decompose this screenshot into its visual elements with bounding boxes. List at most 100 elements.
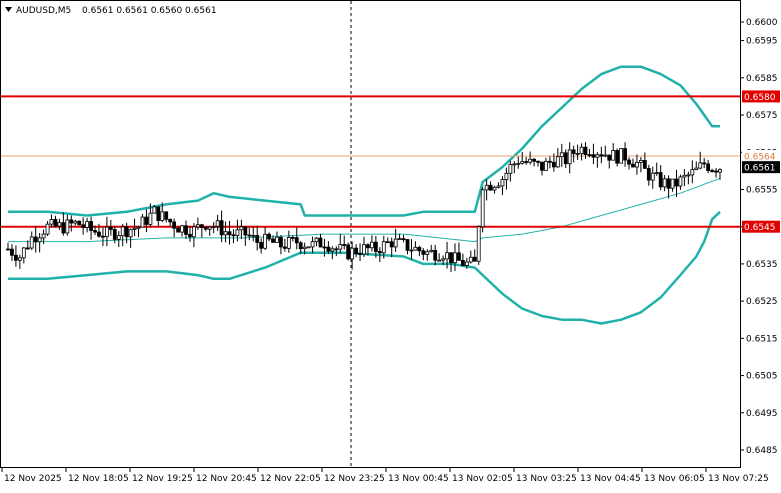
candle-body: [93, 230, 97, 233]
candle-body: [219, 220, 224, 236]
candle-body: [148, 212, 153, 225]
candle-body: [658, 172, 663, 188]
candle-body: [354, 247, 358, 254]
candle-body: [231, 234, 236, 237]
level-price-label-bg: [742, 90, 780, 103]
y-tick-label: 0.6495: [746, 409, 778, 419]
candle-body: [579, 146, 584, 154]
candle-body: [453, 252, 457, 264]
candle-body: [532, 158, 536, 162]
bollinger-upper-band: [8, 65, 720, 217]
candle-body: [235, 229, 240, 236]
candle-body: [567, 149, 572, 165]
candle-body: [595, 154, 600, 158]
candle-body: [259, 242, 264, 249]
candle-body: [239, 226, 244, 231]
candle-body: [346, 244, 351, 260]
candle-body: [508, 164, 513, 174]
candle-body: [136, 226, 141, 229]
candle-body: [160, 211, 165, 221]
candle-body: [373, 241, 378, 252]
candle-body: [152, 206, 157, 214]
candle-body: [563, 152, 568, 165]
candle-body: [540, 161, 544, 171]
x-tick-label: 13 Nov 06:05: [644, 474, 705, 484]
ohlc-values: 0.6561 0.6561 0.6560 0.6561: [82, 6, 217, 16]
candle-body: [571, 149, 576, 154]
candle-body: [358, 253, 362, 255]
x-tick-label: 12 Nov 19:25: [132, 474, 193, 484]
candle-body: [128, 229, 133, 238]
candle-body: [275, 236, 279, 243]
candle-body: [81, 224, 86, 228]
x-tick-label: 13 Nov 07:25: [708, 474, 769, 484]
candle-body: [389, 241, 394, 248]
candle-body: [686, 174, 691, 177]
candle-body: [591, 154, 596, 158]
candle-body: [646, 168, 651, 181]
candle-body: [654, 172, 659, 174]
symbol-label: AUDUSD,M5: [16, 6, 71, 16]
candle-body: [500, 179, 505, 187]
candle-body: [548, 160, 552, 163]
candle-body: [192, 226, 196, 238]
candle-body: [89, 221, 93, 231]
level-price-label: 0.6580: [744, 93, 776, 103]
candle-body: [85, 221, 90, 228]
y-tick-label: 0.6575: [746, 111, 778, 121]
candle-body: [338, 244, 343, 250]
candle-body: [14, 254, 18, 261]
candle-body: [393, 238, 398, 248]
candle-body: [666, 178, 671, 189]
candle-body: [437, 259, 442, 262]
candle-body: [57, 222, 62, 227]
candle-body: [188, 233, 192, 238]
candle-body: [215, 220, 220, 227]
bid-price-label: 0.6564: [744, 152, 776, 162]
x-tick-label: 12 Nov 20:45: [196, 474, 257, 484]
candle-body: [61, 222, 66, 234]
candle-body: [520, 161, 525, 164]
chart-header: AUDUSD,M5 0.6561 0.6561 0.6560 0.6561: [5, 6, 217, 16]
candle-body: [10, 248, 14, 256]
x-tick-label: 12 Nov 23:25: [324, 474, 385, 484]
candle-body: [286, 236, 291, 249]
candle-body: [429, 249, 434, 253]
candle-body: [168, 218, 173, 223]
dropdown-triangle-icon[interactable]: [5, 7, 12, 12]
candle-body: [413, 246, 418, 251]
candle-body: [615, 150, 620, 164]
current-price-label-bg: [742, 161, 780, 174]
candle-body: [362, 244, 366, 255]
candle-body: [45, 223, 50, 235]
current-price-label: 0.6561: [744, 164, 776, 174]
candle-body: [642, 160, 647, 169]
candle-body: [350, 247, 355, 260]
candle-body: [108, 226, 113, 230]
x-tick-label: 12 Nov 2025: [4, 474, 62, 484]
candle-body: [496, 185, 501, 188]
candle-body: [678, 176, 683, 187]
candle-body: [144, 216, 149, 225]
candle-body: [472, 256, 477, 262]
candle-body: [587, 154, 592, 157]
candle-body: [670, 178, 675, 189]
candle-body: [164, 211, 169, 220]
candle-body: [702, 162, 707, 165]
candle-body: [326, 246, 331, 252]
candle-body: [207, 226, 212, 230]
candle-body: [607, 154, 612, 161]
candle-body: [468, 256, 473, 263]
candle-body: [29, 236, 34, 249]
candle-body: [370, 241, 374, 249]
candle-body: [101, 235, 105, 238]
candle-body: [516, 162, 521, 165]
candle-body: [251, 234, 256, 237]
candle-body: [65, 219, 70, 234]
candle-body: [322, 246, 327, 249]
candle-body: [97, 231, 101, 237]
candle-body: [73, 220, 78, 224]
candle-body: [120, 226, 125, 236]
candle-body: [635, 162, 639, 168]
